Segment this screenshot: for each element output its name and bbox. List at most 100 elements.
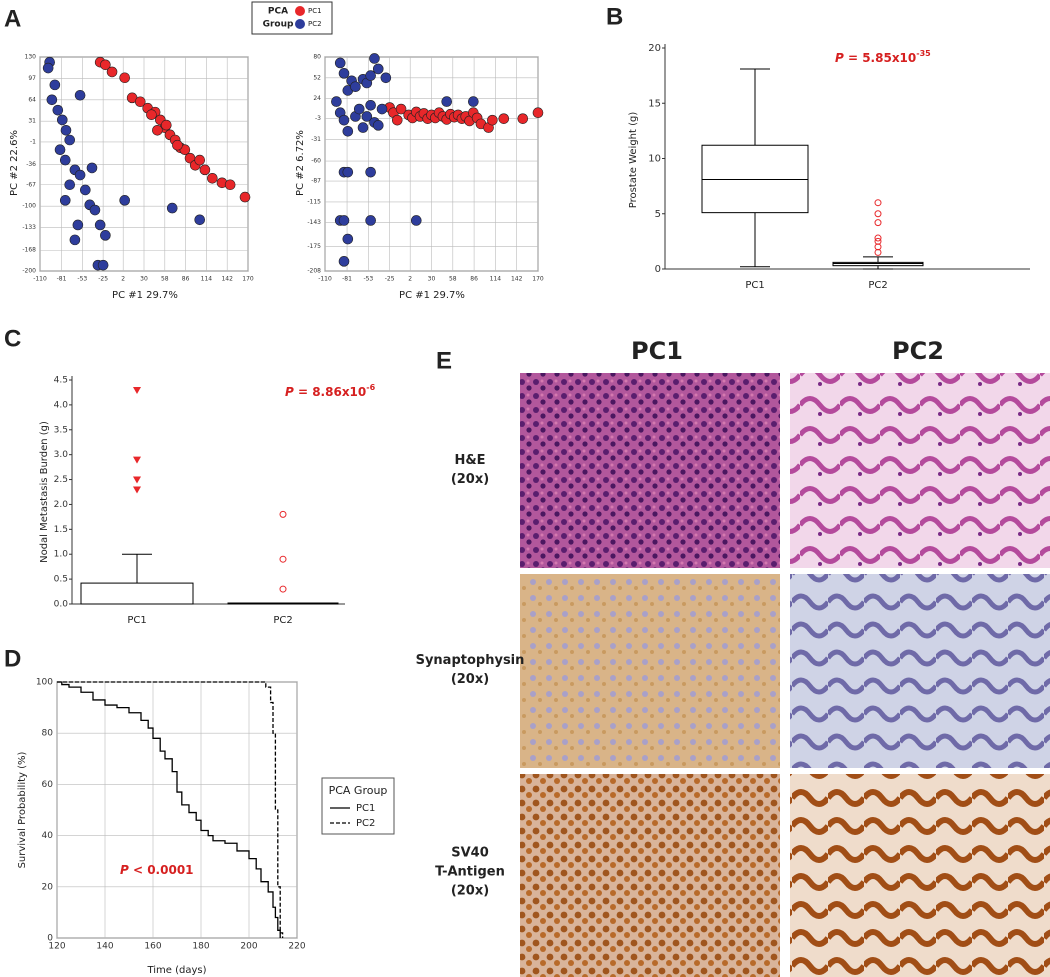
point bbox=[100, 59, 111, 71]
point bbox=[342, 233, 354, 245]
y-tick-label: 80 bbox=[313, 54, 321, 61]
x-tick-label: 120 bbox=[48, 942, 65, 952]
x-tick-label: 30 bbox=[428, 276, 436, 283]
legend-label: PC1 bbox=[308, 7, 322, 15]
row-label: H&E bbox=[454, 453, 485, 468]
x-tick-label: 142 bbox=[221, 276, 233, 283]
y-tick-label: 97 bbox=[28, 75, 36, 82]
outlier bbox=[279, 510, 287, 518]
y-tick-label: 0.0 bbox=[54, 600, 69, 610]
point bbox=[69, 234, 81, 246]
point bbox=[517, 113, 529, 124]
legend-swatch bbox=[295, 19, 305, 29]
point bbox=[207, 172, 218, 184]
point bbox=[89, 204, 101, 216]
x-tick-label: -53 bbox=[363, 276, 373, 283]
histology-image bbox=[790, 774, 1050, 977]
column-header: PC2 bbox=[892, 337, 944, 365]
y-tick-label: -208 bbox=[307, 268, 321, 275]
point bbox=[54, 144, 66, 156]
p-italic: P bbox=[120, 863, 129, 877]
x-axis-label: PC #1 29.7% bbox=[399, 290, 465, 301]
histology-image bbox=[790, 574, 1050, 768]
legend-label: PC2 bbox=[308, 20, 322, 28]
y-tick-label: 1.5 bbox=[54, 525, 68, 535]
point bbox=[64, 134, 76, 146]
y-tick-label: -200 bbox=[22, 268, 36, 275]
y-axis-label: Prostate Weight (g) bbox=[628, 112, 639, 209]
x-tick-label: -81 bbox=[57, 276, 67, 283]
point bbox=[119, 195, 130, 206]
point bbox=[160, 119, 172, 131]
y-tick-label: 60 bbox=[42, 780, 54, 790]
p-italic: P bbox=[285, 385, 294, 399]
legend-box bbox=[321, 777, 395, 835]
y-tick-label: -60 bbox=[311, 158, 321, 165]
outlier bbox=[133, 386, 141, 394]
point bbox=[72, 219, 84, 231]
x-tick-label: -81 bbox=[342, 276, 352, 283]
y-tick-label: 0 bbox=[47, 934, 53, 944]
point bbox=[60, 124, 72, 136]
y-tick-label: 4.0 bbox=[54, 400, 69, 410]
point bbox=[94, 219, 106, 231]
outlier bbox=[279, 585, 287, 593]
y-tick-label: -3 bbox=[315, 115, 321, 122]
x-tick-label: 160 bbox=[144, 942, 161, 952]
x-tick-label: 220 bbox=[288, 942, 305, 952]
histology-image bbox=[520, 574, 780, 768]
y-axis-label: PC #2 6.72% bbox=[295, 130, 306, 196]
x-tick-label: 170 bbox=[532, 276, 544, 283]
point bbox=[97, 259, 109, 271]
point bbox=[74, 169, 86, 181]
x-axis-label: PC #1 29.7% bbox=[112, 290, 178, 301]
y-tick-label: -115 bbox=[307, 198, 321, 205]
y-tick-label: 52 bbox=[313, 74, 321, 81]
box bbox=[701, 144, 809, 214]
x-tick-label: 2 bbox=[121, 276, 125, 283]
point bbox=[342, 126, 354, 137]
p-text: < 0.0001 bbox=[129, 863, 194, 877]
point bbox=[46, 94, 58, 106]
x-tick-label: -110 bbox=[33, 276, 47, 283]
x-tick-label: 58 bbox=[449, 276, 457, 283]
point bbox=[239, 191, 251, 203]
p-text: = 5.85x10 bbox=[844, 51, 916, 65]
point bbox=[410, 215, 422, 226]
y-tick-label: 0.5 bbox=[54, 575, 68, 585]
row-label: (20x) bbox=[451, 884, 489, 899]
y-tick-label: 40 bbox=[42, 831, 54, 841]
point bbox=[361, 111, 373, 122]
y-tick-label: -87 bbox=[311, 178, 321, 185]
y-tick-label: 5 bbox=[655, 209, 661, 220]
point bbox=[49, 79, 61, 91]
point bbox=[199, 164, 211, 176]
point bbox=[468, 96, 479, 107]
y-axis-label: Nodal Metastasis Burden (g) bbox=[39, 421, 50, 563]
point bbox=[334, 57, 346, 69]
point bbox=[106, 66, 118, 78]
point bbox=[146, 109, 157, 121]
x-tick-label: -25 bbox=[98, 276, 108, 283]
outlier bbox=[874, 199, 882, 207]
point bbox=[42, 62, 54, 74]
histology-image bbox=[790, 373, 1050, 568]
point bbox=[80, 184, 91, 196]
point bbox=[498, 113, 510, 124]
point bbox=[338, 256, 350, 267]
x-tick-label: 86 bbox=[470, 276, 478, 283]
point bbox=[365, 99, 376, 111]
p-text: = 8.86x10 bbox=[294, 385, 366, 399]
point bbox=[441, 96, 453, 107]
y-tick-label: 0 bbox=[655, 264, 661, 275]
y-tick-label: -143 bbox=[307, 219, 321, 226]
point bbox=[338, 215, 350, 226]
legend-swatch bbox=[295, 6, 305, 16]
x-tick-label: 86 bbox=[182, 276, 190, 283]
point bbox=[487, 114, 498, 126]
box bbox=[80, 582, 194, 605]
x-tick-label: PC2 bbox=[868, 280, 887, 291]
y-tick-label: -31 bbox=[311, 136, 321, 143]
legend-box bbox=[251, 1, 333, 35]
point bbox=[353, 103, 365, 115]
